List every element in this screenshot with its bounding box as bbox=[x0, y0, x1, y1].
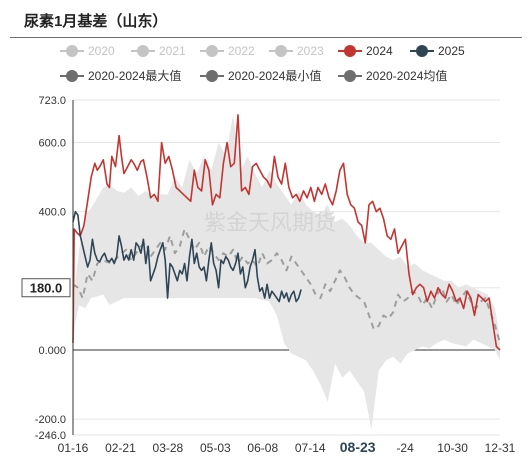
legend-marker-icon bbox=[410, 45, 434, 57]
legend-label-2021: 2021 bbox=[159, 44, 186, 58]
legend-item-2021[interactable]: 2021 bbox=[131, 44, 186, 58]
y-tick-label: -200.0 bbox=[35, 414, 66, 426]
legend-item-2023[interactable]: 2023 bbox=[269, 44, 324, 58]
x-tick-label: -24 bbox=[396, 441, 414, 455]
y-axis-ticks: 723.0 600.0 400.0 180.0 0.000 -200.0 -246.0 bbox=[21, 95, 71, 442]
legend-item-2024[interactable]: 2024 bbox=[338, 44, 393, 58]
y-axis-pointer-label: 180.0 bbox=[30, 281, 63, 296]
x-tick-label: 12-31 bbox=[485, 441, 516, 455]
chart-title: 尿素1月基差（山东） bbox=[24, 13, 168, 30]
legend-marker-icon bbox=[60, 69, 84, 82]
legend: 2020 2021 2022 2023 2024 2025 2020-2024最… bbox=[0, 41, 532, 87]
y-axis-pointer-box bbox=[21, 278, 71, 298]
legend-label-2022: 2022 bbox=[228, 44, 255, 58]
x-axis-pointer-label: 08-23 bbox=[340, 439, 376, 455]
legend-item-min[interactable]: 2020-2024最小值 bbox=[200, 67, 321, 84]
legend-label-mean: 2020-2024均值 bbox=[366, 69, 448, 83]
y-tick-label: 0.000 bbox=[38, 345, 66, 357]
x-tick-label: 10-30 bbox=[437, 441, 468, 455]
title-divider bbox=[10, 37, 522, 38]
legend-item-2025[interactable]: 2025 bbox=[410, 44, 465, 58]
series-line-2024 bbox=[72, 114, 501, 351]
x-tick-label: 05-03 bbox=[200, 441, 231, 455]
legend-label-max: 2020-2024最大值 bbox=[88, 69, 182, 83]
legend-item-max[interactable]: 2020-2024最大值 bbox=[60, 67, 181, 84]
x-tick-label: 06-08 bbox=[247, 441, 278, 455]
x-tick-label: 03-28 bbox=[153, 441, 184, 455]
legend-label-2024: 2024 bbox=[366, 44, 393, 58]
legend-item-2022[interactable]: 2022 bbox=[200, 44, 255, 58]
legend-marker-icon bbox=[269, 45, 293, 57]
legend-label-min: 2020-2024最小值 bbox=[228, 69, 322, 83]
legend-marker-icon bbox=[338, 69, 362, 82]
legend-marker-icon bbox=[200, 69, 224, 82]
legend-marker-icon bbox=[338, 45, 362, 57]
y-tick-label: 600.0 bbox=[38, 138, 66, 150]
watermark: 紫金天风期货 bbox=[204, 210, 336, 235]
x-tick-label: 07-14 bbox=[295, 441, 326, 455]
legend-label-2023: 2023 bbox=[297, 44, 324, 58]
x-axis-ticks: 01-16 02-21 03-28 05-03 06-08 07-14 08-23 -24 10… bbox=[58, 437, 516, 457]
x-tick-label: 01-16 bbox=[58, 441, 89, 455]
y-tick-label: -246.0 bbox=[35, 430, 66, 442]
x-axis-pointer-box bbox=[333, 437, 382, 457]
min-max-band bbox=[73, 114, 500, 430]
legend-marker-icon bbox=[131, 45, 155, 57]
series-line-2025 bbox=[72, 210, 302, 303]
legend-label-2020: 2020 bbox=[88, 44, 115, 58]
x-tick-label: 02-21 bbox=[105, 441, 136, 455]
legend-marker-icon bbox=[200, 45, 224, 57]
y-tick-label: 400.0 bbox=[38, 207, 66, 219]
legend-item-mean[interactable]: 2020-2024均值 bbox=[338, 67, 447, 84]
legend-label-2025: 2025 bbox=[438, 44, 465, 58]
y-tick-label: 723.0 bbox=[38, 95, 66, 107]
legend-marker-icon bbox=[60, 45, 84, 57]
legend-item-2020[interactable]: 2020 bbox=[60, 44, 115, 58]
